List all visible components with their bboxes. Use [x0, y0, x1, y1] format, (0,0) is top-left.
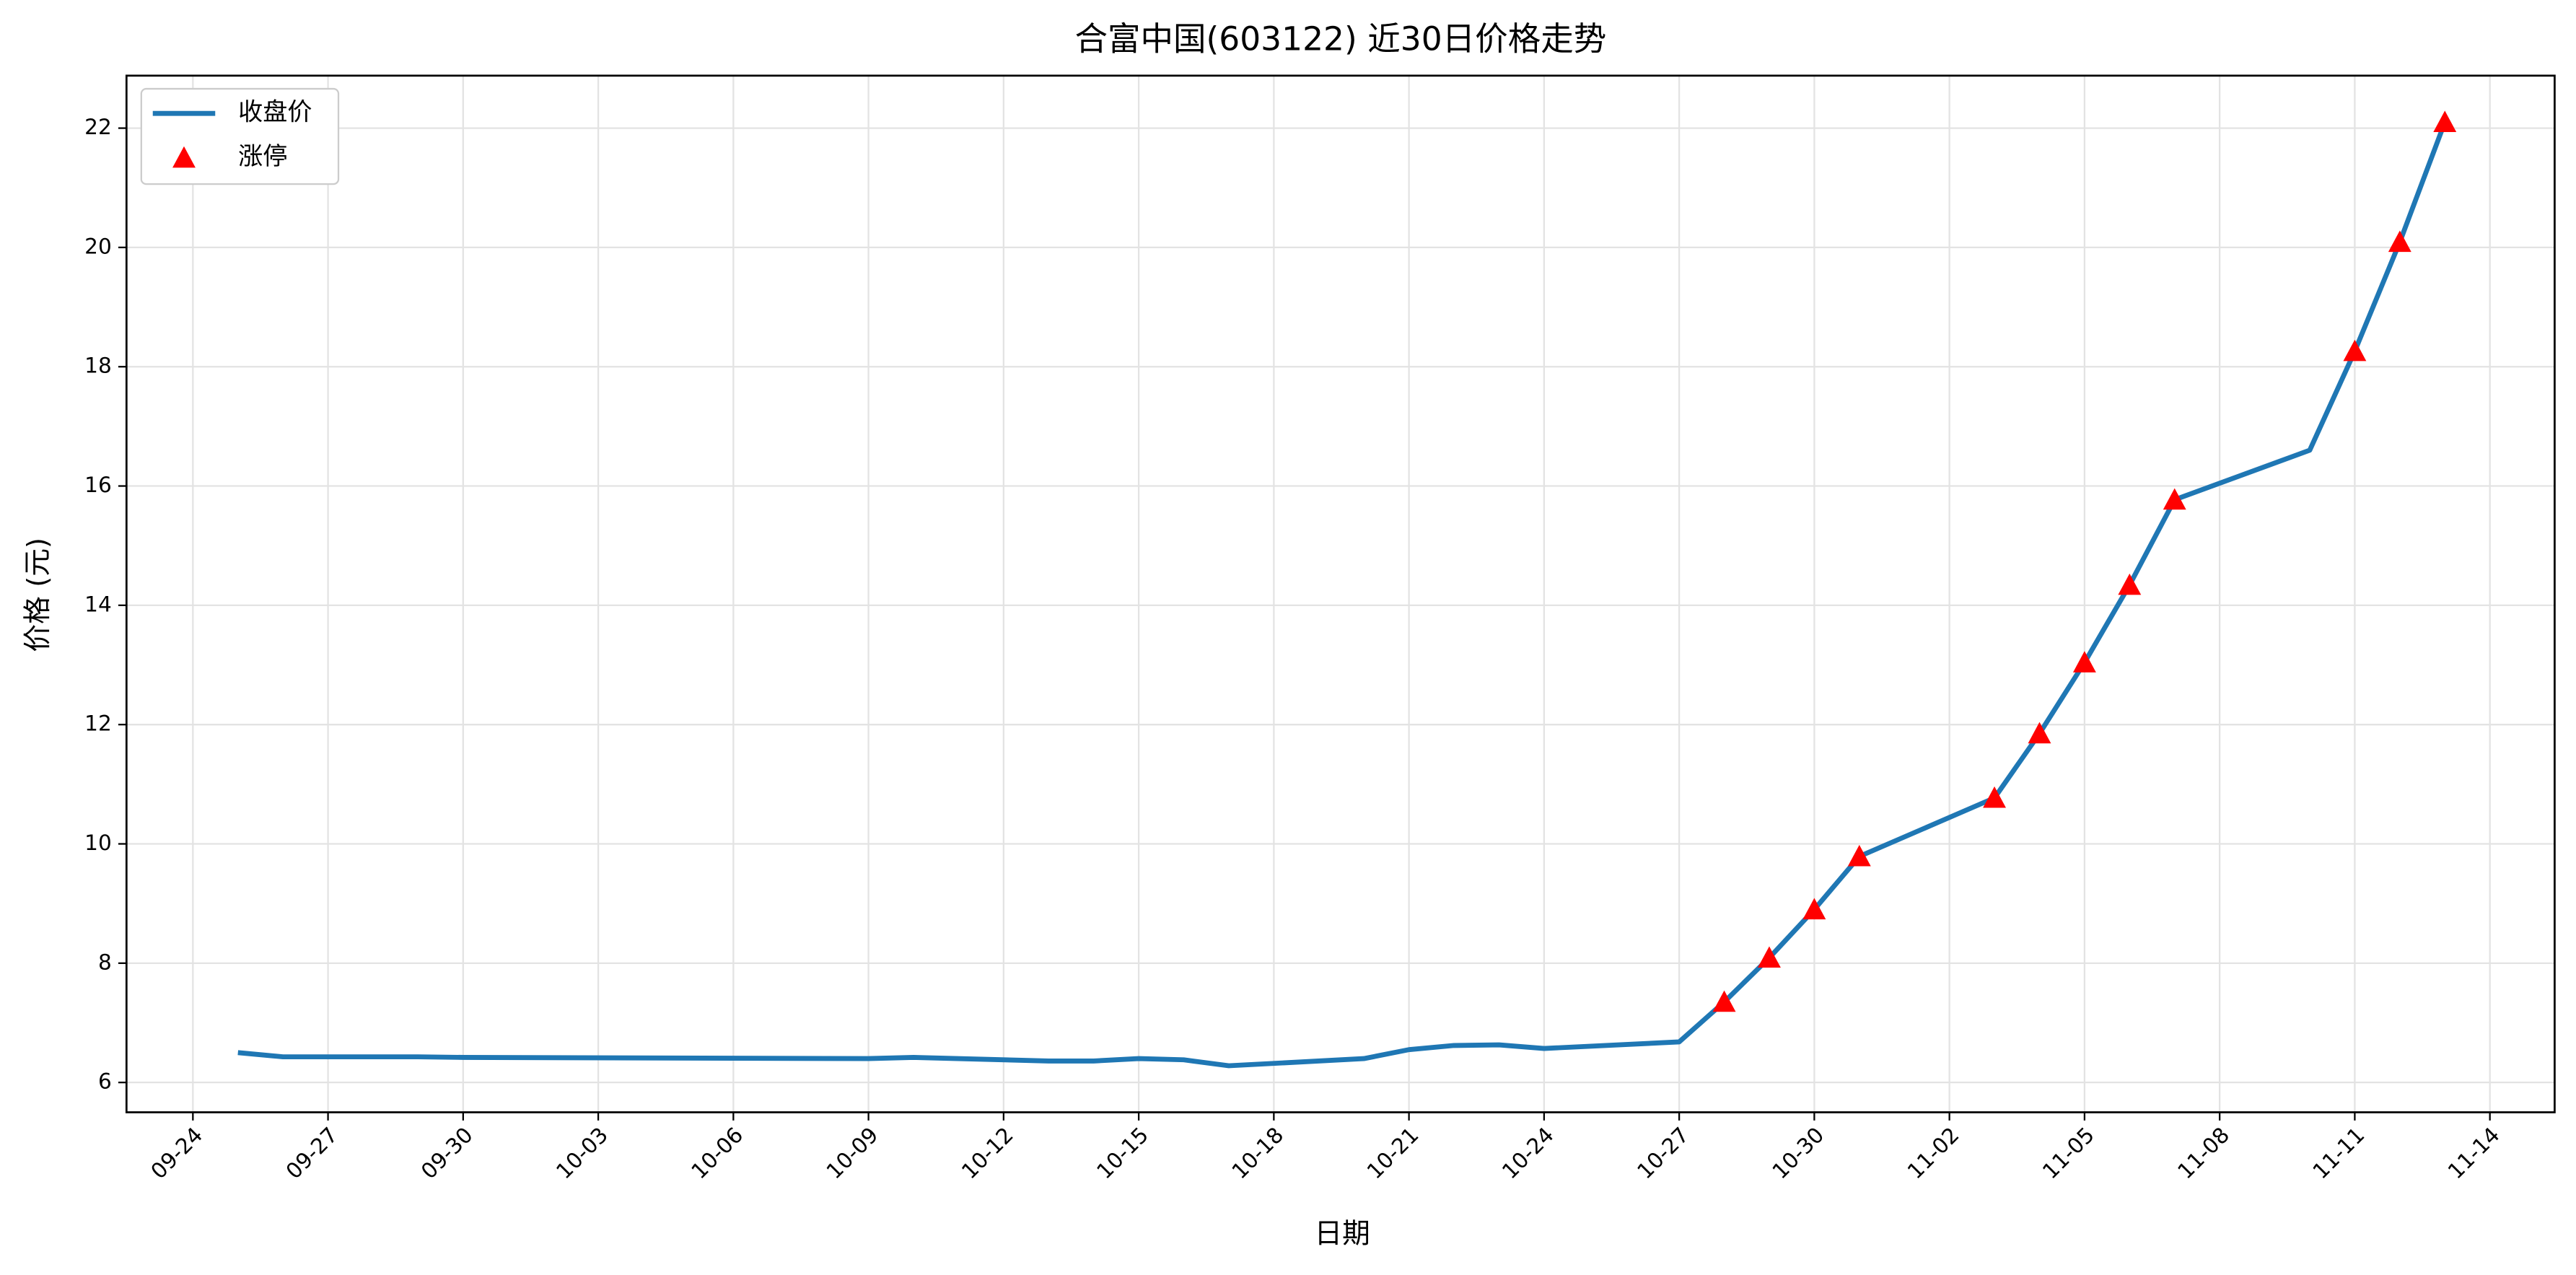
limit-up-marker [2118, 573, 2142, 595]
y-tick-label: 22 [84, 115, 112, 139]
limit-up-marker [2028, 722, 2051, 744]
y-tick-label: 18 [84, 354, 112, 378]
y-tick-label: 6 [98, 1069, 112, 1094]
limit-up-marker [1983, 786, 2006, 808]
limit-up-marker [2388, 230, 2411, 253]
y-tick-label: 10 [84, 831, 112, 855]
y-tick-label: 20 [84, 234, 112, 258]
limit-up-marker [1758, 946, 1781, 968]
y-tick-label: 14 [84, 592, 112, 616]
legend-label: 涨停 [238, 142, 287, 171]
limit-up-marker [1847, 844, 1871, 867]
y-tick-label: 12 [84, 711, 112, 736]
chart-title: 合富中国(603122) 近30日价格走势 [1074, 20, 1606, 58]
limit-up-marker [2433, 110, 2457, 132]
y-tick-label: 8 [98, 950, 112, 974]
limit-up-marker [2343, 339, 2367, 362]
legend-label: 收盘价 [238, 98, 312, 127]
limit-up-marker [1802, 898, 1826, 920]
y-axis-label: 价格 (元) [22, 538, 54, 652]
limit-up-marker [2163, 488, 2186, 510]
y-tick-label: 16 [84, 473, 112, 497]
limit-up-marker [1712, 990, 1736, 1012]
plot-frame [125, 74, 2556, 1113]
legend-marker [172, 146, 196, 168]
limit-up-marker [2072, 651, 2096, 672]
x-axis-label: 日期 [1314, 1218, 1370, 1250]
price-line [237, 121, 2448, 1069]
